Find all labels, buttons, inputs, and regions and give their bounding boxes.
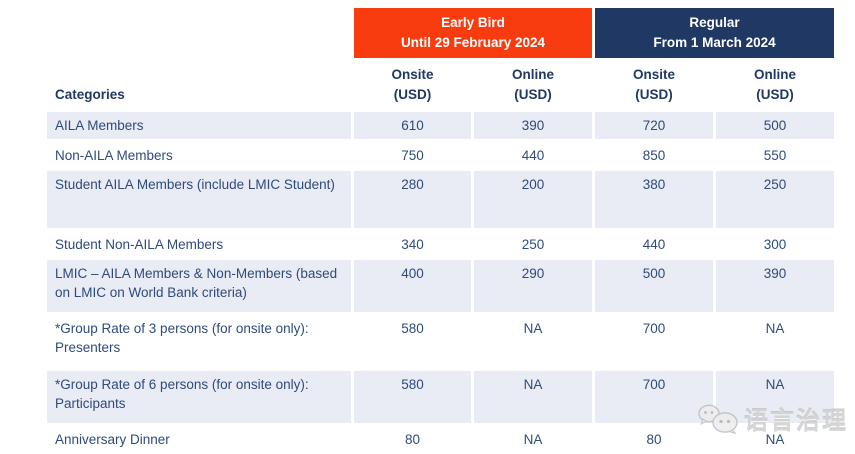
row-category: Non-AILA Members	[47, 142, 351, 168]
row-value: 500	[595, 260, 713, 312]
column-header-mode: Online	[511, 67, 554, 83]
row-category: AILA Members	[47, 112, 351, 139]
row-category: *Group Rate of 6 persons (for onsite onl…	[47, 371, 351, 423]
row-value: 440	[474, 142, 592, 168]
row-value: NA	[474, 371, 592, 423]
regular-header-band: Regular From 1 March 2024	[595, 8, 834, 58]
row-value: 400	[354, 260, 471, 312]
wechat-icon	[697, 403, 739, 435]
row-value: 580	[354, 371, 471, 423]
column-header-unit: (USD)	[393, 87, 432, 102]
row-value: 720	[595, 112, 713, 139]
row-value: 80	[354, 426, 471, 452]
watermark-text: 语言治理	[744, 408, 848, 435]
watermark: 语言治理	[697, 401, 848, 436]
row-value: 440	[595, 231, 713, 257]
column-header-mode: Onsite	[632, 67, 675, 83]
column-header-unit: (USD)	[635, 87, 673, 102]
row-value: 290	[474, 260, 592, 312]
column-header-regular-onsite: Onsite (USD)	[595, 61, 713, 109]
row-value: NA	[716, 315, 834, 368]
row-value: 700	[595, 315, 713, 368]
row-value: 700	[595, 371, 713, 423]
row-category: Student Non-AILA Members	[47, 231, 351, 257]
early-bird-title: Early Bird	[441, 14, 505, 30]
regular-title: Regular	[689, 14, 740, 30]
row-value: 500	[716, 112, 834, 139]
column-header-unit: (USD)	[514, 87, 552, 102]
column-header-unit: (USD)	[756, 87, 794, 102]
categories-column-header: Categories	[55, 87, 125, 102]
row-value: 750	[354, 142, 471, 168]
row-category: LMIC – AILA Members & Non-Members (based…	[47, 260, 351, 312]
row-value: 250	[474, 231, 592, 257]
row-value: 380	[595, 171, 713, 228]
row-value: 280	[354, 171, 471, 228]
row-value: 580	[354, 315, 471, 368]
registration-fee-table: Early Bird Until 29 February 2024 Regula…	[47, 8, 834, 452]
row-value: 300	[716, 231, 834, 257]
column-header-mode: Onsite	[391, 67, 434, 83]
early-bird-header-band: Early Bird Until 29 February 2024	[354, 8, 592, 58]
row-value: 390	[474, 112, 592, 139]
column-header-earlybird-online: Online (USD)	[474, 61, 592, 109]
row-value: 850	[595, 142, 713, 168]
row-value: NA	[474, 426, 592, 452]
row-value: NA	[716, 371, 834, 423]
column-header-regular-online: Online (USD)	[716, 61, 834, 109]
row-value: 200	[474, 171, 592, 228]
row-value: 610	[354, 112, 471, 139]
row-value: 550	[716, 142, 834, 168]
row-value: NA	[716, 426, 834, 452]
regular-subtitle: From 1 March 2024	[653, 35, 776, 50]
row-value: 340	[354, 231, 471, 257]
row-value: 390	[716, 260, 834, 312]
early-bird-subtitle: Until 29 February 2024	[400, 35, 546, 50]
row-category: Anniversary Dinner	[47, 426, 351, 452]
row-value: NA	[474, 315, 592, 368]
row-value: 80	[595, 426, 713, 452]
column-header-earlybird-onsite: Onsite (USD)	[354, 61, 471, 109]
row-category: Student AILA Members (include LMIC Stude…	[47, 171, 351, 228]
row-category: *Group Rate of 3 persons (for onsite onl…	[47, 315, 351, 368]
column-header-mode: Online	[753, 67, 796, 83]
row-value: 250	[716, 171, 834, 228]
